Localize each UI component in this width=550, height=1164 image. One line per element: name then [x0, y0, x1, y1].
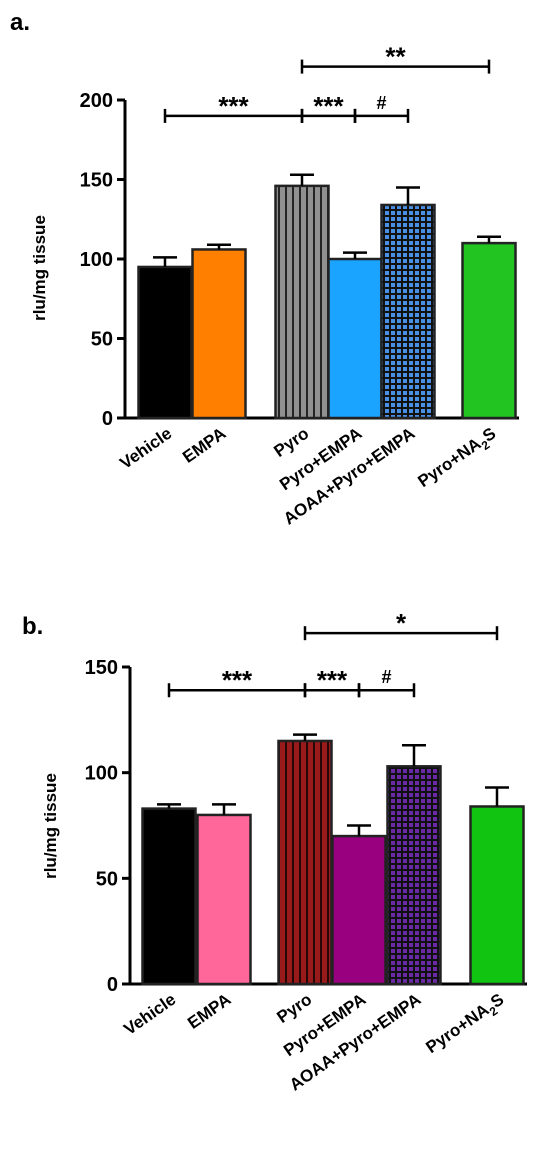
- panel-b-sig-label: ***: [317, 665, 348, 695]
- panel-b-y-tick-label: 0: [107, 974, 118, 996]
- panel-a-label: a.: [10, 9, 30, 36]
- panel-a-category-label: Pyro+NA2S: [414, 424, 501, 495]
- panel-a-bar: [327, 257, 383, 420]
- panel-a-sig-label: #: [376, 93, 386, 113]
- panel-b: b. rlu/mg tissue 0 50 100 150 Vehicle EMPA Pyr…: [22, 608, 527, 1095]
- panel-a-category-label: Pyro: [270, 424, 312, 461]
- panel-b-category-label: EMPA: [184, 990, 234, 1033]
- panel-a-y-tick-label: 0: [102, 408, 113, 430]
- panel-a-category-label: Vehicle: [116, 424, 175, 473]
- panel-a-y-tick-label: 100: [80, 249, 113, 271]
- panel-a: a. rlu/mg tissue 0 50 100 150 200 Vehicle EMPA…: [10, 9, 519, 529]
- panel-b-sig-label: *: [396, 608, 407, 638]
- panel-b-bar: [141, 807, 197, 986]
- panel-b-sig-label: ***: [222, 665, 253, 695]
- panel-a-bar: [380, 203, 436, 420]
- panel-a-bar: [191, 248, 247, 420]
- panel-a-category-label: EMPA: [179, 424, 229, 467]
- panel-b-category-label: Vehicle: [120, 990, 179, 1039]
- panel-b-y-tick-label: 150: [85, 657, 118, 679]
- panel-b-y-axis-title: rlu/mg tissue: [41, 773, 60, 879]
- panel-b-bar: [196, 813, 252, 986]
- panel-a-y-tick-label: 200: [80, 90, 113, 112]
- panel-b-category-label: Pyro+NA2S: [422, 990, 509, 1061]
- panel-b-bar: [386, 765, 442, 986]
- panel-b-sig-label: #: [381, 667, 391, 687]
- panel-a-sig-label: ***: [218, 91, 249, 121]
- panel-a-sig-label: ***: [313, 91, 344, 121]
- panel-a-y-axis-title: rlu/mg tissue: [30, 215, 49, 321]
- panel-b-label: b.: [22, 613, 43, 640]
- panel-b-y-tick-label: 50: [96, 868, 118, 890]
- panel-b-y-tick-label: 100: [85, 763, 118, 785]
- panel-a-sig-label: **: [385, 42, 406, 72]
- panel-b-bar: [331, 834, 387, 986]
- panel-a-y-tick-label: 50: [91, 329, 113, 351]
- panel-a-bar: [461, 241, 517, 420]
- panel-b-bar: [469, 805, 525, 986]
- panel-a-bar: [274, 184, 330, 420]
- panel-b-bar: [277, 739, 333, 986]
- panel-a-y-tick-label: 150: [80, 170, 113, 192]
- panel-a-bar: [137, 265, 193, 420]
- panel-b-category-label: Pyro: [273, 990, 315, 1027]
